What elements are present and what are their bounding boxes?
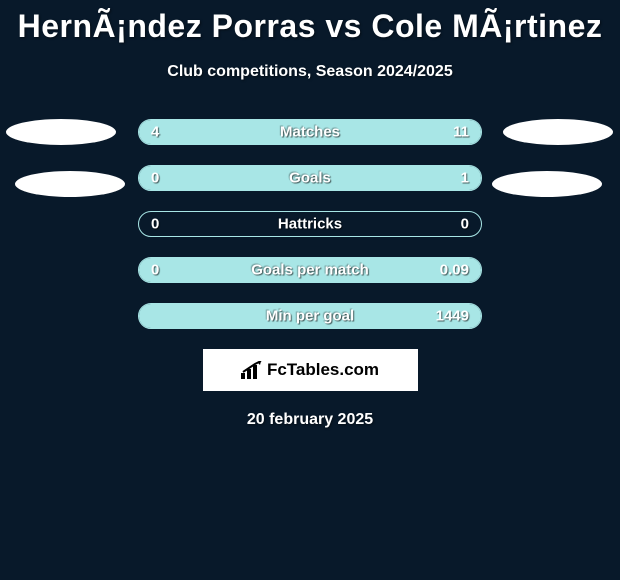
stats-area: Matches411Goals01Hattricks00Goals per ma… (0, 119, 620, 329)
stat-bar-label: Hattricks (278, 216, 342, 233)
page-title: HernÃ¡ndez Porras vs Cole MÃ¡rtinez (0, 0, 620, 45)
stat-bar-0: Matches 4 11 (138, 119, 482, 145)
fctables-logo[interactable]: FcTables.com (203, 349, 418, 391)
stat-bar-value-right: 1 (461, 170, 469, 187)
stat-bar-3: Goals per match 0 0.09 (138, 257, 482, 283)
stat-bar-1: Goals 0 1 (138, 165, 482, 191)
stat-bar-value-left: 4 (151, 124, 159, 141)
player-left-avatar-bottom (15, 171, 125, 197)
stat-bar-label: Matches (280, 124, 340, 141)
stat-bar-value-left: 0 (151, 262, 159, 279)
date-label: 20 february 2025 (0, 411, 620, 429)
stat-bar-value-left: 0 (151, 216, 159, 233)
chart-icon (241, 361, 263, 379)
stat-bar-fill-right (231, 120, 481, 144)
player-left-avatar-top (6, 119, 116, 145)
stat-bar-label: Goals per match (251, 262, 369, 279)
stat-bars: Matches411Goals01Hattricks00Goals per ma… (138, 119, 482, 329)
stat-bar-value-right: 1449 (436, 308, 469, 325)
player-right-avatar-top (503, 119, 613, 145)
subtitle: Club competitions, Season 2024/2025 (0, 63, 620, 81)
player-right-avatar-bottom (492, 171, 602, 197)
stat-bar-value-left: 0 (151, 170, 159, 187)
stat-bar-label: Goals (289, 170, 331, 187)
stat-bar-2: Hattricks 0 0 (138, 211, 482, 237)
stat-bar-value-right: 11 (453, 124, 469, 141)
logo-text: FcTables.com (267, 360, 379, 380)
stat-bar-value-right: 0.09 (440, 262, 469, 279)
stat-bar-4: Min per goal 1449 (138, 303, 482, 329)
stat-bar-label: Min per goal (266, 308, 354, 325)
stat-bar-value-right: 0 (461, 216, 469, 233)
